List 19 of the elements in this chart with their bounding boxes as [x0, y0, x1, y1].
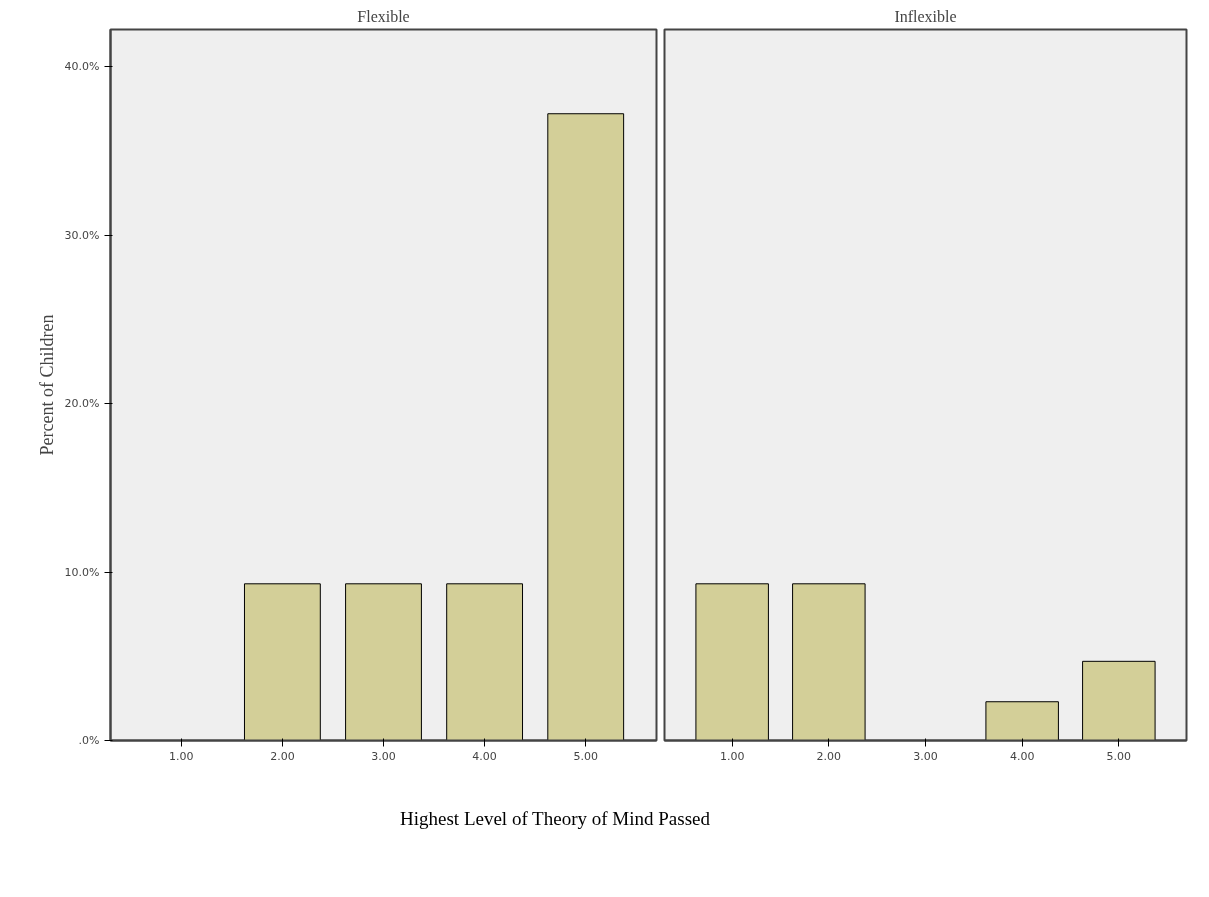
- x-tick-label: 2.00: [816, 749, 842, 763]
- x-tick-label: 1.00: [169, 749, 194, 763]
- y-axis-title: Percent of Children: [36, 314, 57, 456]
- x-tick-label: 5.00: [1106, 749, 1132, 763]
- x-axis-title: Highest Level of Theory of Mind Passed: [400, 807, 710, 831]
- x-tick-label: 4.00: [472, 749, 497, 763]
- y-tick-label: 40.0%: [64, 60, 100, 74]
- x-tick-label: 3.00: [913, 749, 938, 763]
- x-tick-label: 4.00: [1009, 749, 1035, 763]
- y-tick-label: 20.0%: [64, 397, 100, 411]
- x-tick-label: 3.00: [371, 749, 396, 763]
- y-tick-label: .0%: [78, 734, 100, 747]
- y-tick-label: 30.0%: [64, 228, 100, 242]
- x-tick-label: 5.00: [573, 749, 598, 763]
- chart-title: Inflexible: [894, 7, 957, 25]
- y-tick-label: 10.0%: [64, 565, 100, 579]
- x-tick-label: 2.00: [270, 749, 295, 763]
- chart-title: Flexible: [357, 7, 410, 25]
- x-tick-label: 1.00: [719, 749, 745, 763]
